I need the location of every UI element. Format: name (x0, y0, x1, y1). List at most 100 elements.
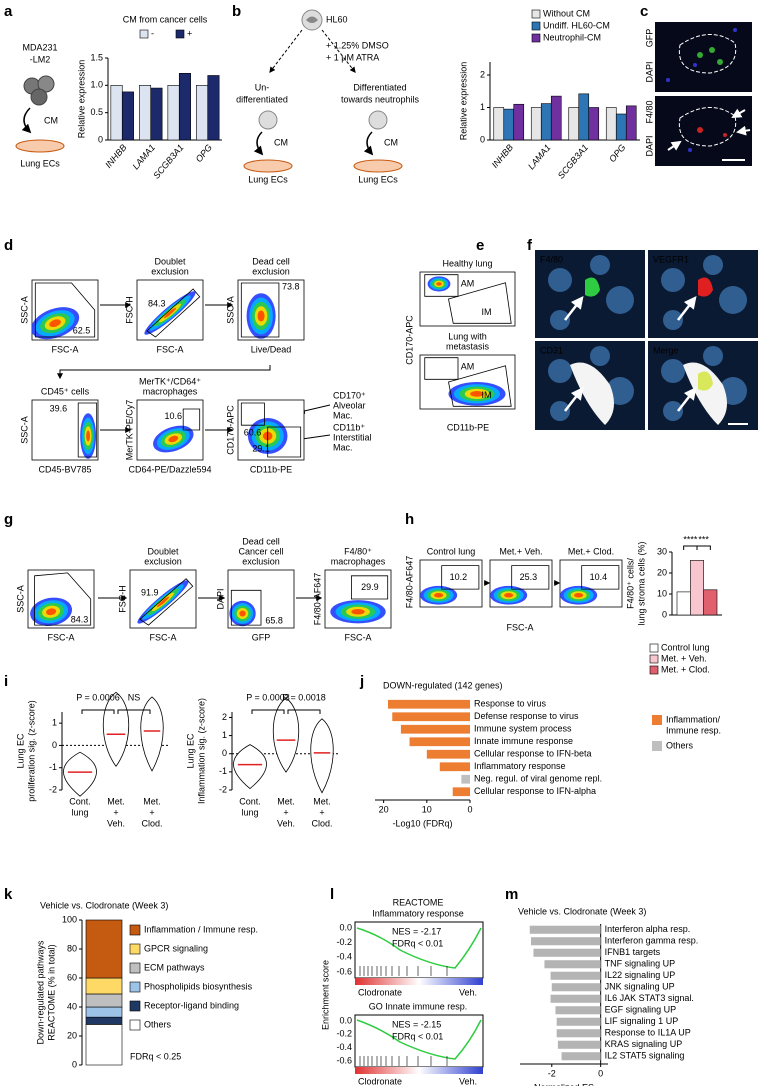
label: CD11b⁺ (333, 422, 365, 432)
bar (578, 93, 590, 141)
density-layer (239, 610, 246, 617)
y-tick-label: 0 (222, 748, 227, 758)
x-tick-label: 0 (598, 1068, 603, 1078)
gate (34, 282, 96, 338)
label: Differentiated (353, 82, 406, 92)
axis-label: Enrichment score (320, 960, 330, 1030)
bar (530, 107, 542, 141)
category-label: Cellular response to IFN-beta (474, 749, 592, 759)
axis-label: FSC-A (52, 344, 79, 354)
bar (551, 983, 601, 992)
x-tick-label: 10 (422, 804, 432, 814)
category-label: Innate immune response (474, 736, 573, 746)
chart-title: DOWN-regulated (142 genes) (383, 680, 503, 690)
label: HL60 (326, 14, 348, 24)
bar (615, 113, 627, 141)
axis-label: FSC-A (150, 632, 177, 642)
panel-label: c (640, 3, 648, 20)
label: Un- (255, 82, 270, 92)
bar (555, 1006, 601, 1015)
axis-label: FSC-H (117, 585, 127, 613)
axis-label: lung stroma cells (%) (636, 541, 646, 625)
y-tick-label: -2 (49, 784, 57, 794)
category-label: Defense response to virus (474, 711, 579, 721)
panel-label: i (4, 673, 8, 690)
gate (448, 282, 512, 324)
bar-segment (85, 1006, 123, 1018)
category-label: IFNB1 targets (605, 947, 661, 957)
density (330, 600, 386, 624)
plot-title: MerTK⁺/CD64⁺ (139, 376, 201, 386)
plot-title: Control lung (427, 546, 476, 556)
gate-value: 39.6 (50, 403, 68, 413)
gate-value: 62.5 (73, 325, 91, 335)
violin (310, 718, 334, 794)
legend-label: Without CM (543, 8, 590, 18)
gsea-l (354, 921, 484, 1074)
panel-label: d (4, 237, 13, 254)
axis-label: Normalized ES (534, 1082, 594, 1086)
y-tick-label: 20 (657, 567, 667, 577)
label: CD170⁺ (333, 390, 366, 400)
bar (550, 95, 562, 141)
y-tick-label: 1.0 (90, 80, 103, 90)
p-value: P = 0.0018 (282, 692, 326, 702)
sig-label: *** (698, 534, 709, 544)
x-tick-label: SCGB3A1 (151, 142, 185, 180)
bar (544, 960, 601, 969)
x-tick-label: + (113, 807, 118, 817)
bar (533, 948, 601, 957)
y-tick-label: 20 (67, 1030, 77, 1040)
density (80, 413, 97, 459)
legend-label: Others (144, 1019, 172, 1029)
violin (140, 696, 164, 772)
schematic-a (15, 75, 65, 153)
y-tick-label: 30 (657, 546, 667, 556)
gate (350, 575, 389, 600)
axis-label: FSC-H (124, 296, 134, 324)
legend-label: Undiff. HL60-CM (543, 20, 610, 30)
panel-label: e (476, 237, 484, 254)
label: NES = -2.17 (392, 926, 441, 936)
label: Lung ECs (20, 158, 60, 168)
plot-title: macrophages (143, 386, 198, 396)
sig-bracket (251, 709, 285, 714)
x-tick-label: INHBB (490, 142, 515, 170)
y-tick-label: -0.6 (336, 966, 352, 976)
y-tick-label: -0.6 (336, 1055, 352, 1065)
sig-label: **** (683, 534, 698, 544)
legend-swatch (531, 33, 541, 43)
density-layer (168, 435, 179, 443)
x-tick-label: -2 (548, 1068, 556, 1078)
bar (556, 1029, 601, 1038)
y-tick-label: -0.2 (336, 1029, 352, 1039)
legend-label: + (187, 28, 192, 38)
label: CD11b-PE (447, 422, 489, 432)
legend-swatch (531, 9, 541, 19)
bar (392, 712, 470, 722)
gate (511, 565, 550, 590)
plot-title: exclusion (242, 556, 280, 566)
chart-title: Vehicle vs. Clodronate (Week 3) (40, 900, 168, 910)
y-tick-label: 0 (98, 134, 103, 144)
density (30, 597, 73, 626)
plot-title: Lung with (448, 331, 487, 341)
x-tick-label: Met. (143, 796, 161, 806)
flow-plot (419, 271, 516, 327)
legend-swatch (129, 1019, 141, 1031)
bar (690, 560, 704, 616)
label: Veh. (459, 1076, 477, 1086)
label: differentiated (236, 94, 288, 104)
x-tick-label: Cont. (69, 796, 91, 806)
gate-value: 10.2 (450, 572, 468, 582)
sig-bracket (117, 709, 151, 714)
density-layer (504, 592, 514, 598)
sig-bracket (696, 545, 711, 550)
density (32, 307, 80, 340)
gate-value: IM (482, 390, 492, 400)
legend-swatch (649, 665, 659, 675)
p-value: P = 0.0003 (246, 692, 290, 702)
density-layer (470, 391, 484, 397)
axis-label: Lung EC (15, 733, 25, 769)
category-label: IL22 signaling UP (605, 970, 676, 980)
